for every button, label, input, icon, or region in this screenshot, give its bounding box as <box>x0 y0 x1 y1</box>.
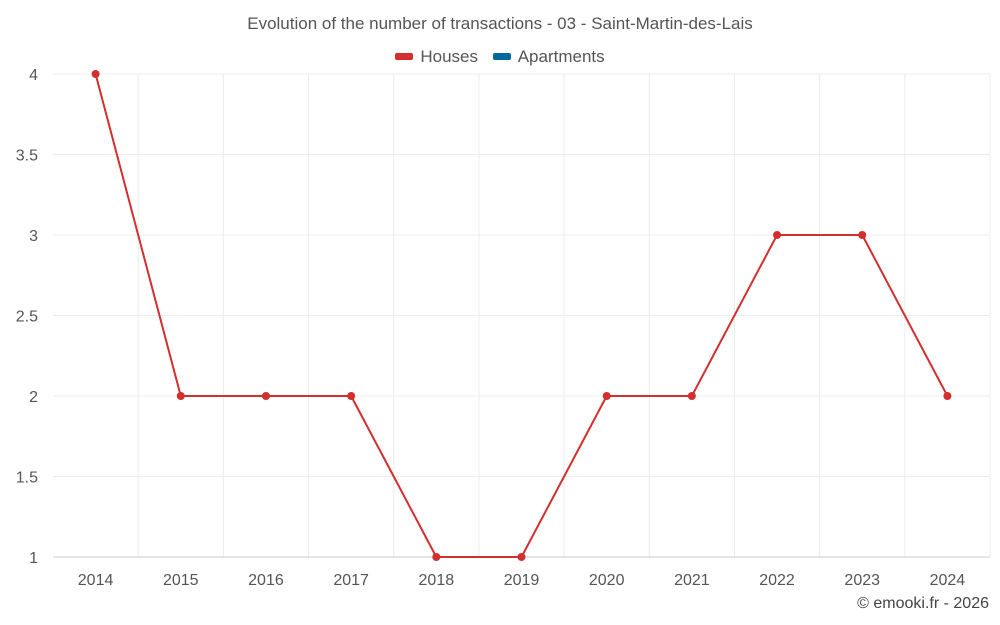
x-tick-label: 2014 <box>78 572 114 589</box>
data-point-houses <box>687 392 696 400</box>
data-point-houses <box>773 231 782 239</box>
data-point-houses <box>517 553 526 561</box>
x-tick-label: 2016 <box>248 572 284 589</box>
data-point-houses <box>602 392 611 400</box>
x-tick-label: 2015 <box>163 572 199 589</box>
legend-item-apartments[interactable]: Apartments <box>492 46 605 67</box>
x-tick-label: 2017 <box>333 572 369 589</box>
legend-item-houses[interactable]: Houses <box>395 47 478 67</box>
data-point-houses <box>943 392 952 400</box>
legend: Houses Apartments <box>0 45 1000 67</box>
legend-label-apartments: Apartments <box>517 46 605 66</box>
data-point-houses <box>91 70 100 78</box>
legend-swatch-houses <box>395 53 414 60</box>
data-point-houses <box>432 553 441 561</box>
credit-text: © emooki.fr - 2026 <box>857 595 989 612</box>
legend-swatch-apartments <box>492 53 511 60</box>
x-tick-label: 2020 <box>589 572 625 589</box>
y-tick-label: 1.5 <box>16 470 38 487</box>
x-tick-label: 2018 <box>419 572 455 589</box>
x-tick-label: 2019 <box>504 572 540 589</box>
y-tick-label: 4 <box>29 67 38 84</box>
x-tick-label: 2023 <box>844 572 880 589</box>
data-point-houses <box>176 392 185 400</box>
data-point-houses <box>858 231 867 239</box>
y-tick-label: 2 <box>29 389 38 406</box>
y-tick-label: 2.5 <box>16 309 38 326</box>
x-tick-label: 2021 <box>674 572 710 589</box>
data-point-houses <box>261 392 270 400</box>
y-tick-label: 3 <box>29 228 38 245</box>
chart-title: Evolution of the number of transactions … <box>247 14 753 33</box>
legend-label-houses: Houses <box>420 46 478 66</box>
x-tick-label: 2022 <box>759 572 795 589</box>
y-tick-label: 3.5 <box>16 148 38 165</box>
data-point-houses <box>347 392 356 400</box>
x-tick-label: 2024 <box>930 572 966 589</box>
y-tick-label: 1 <box>29 550 38 567</box>
